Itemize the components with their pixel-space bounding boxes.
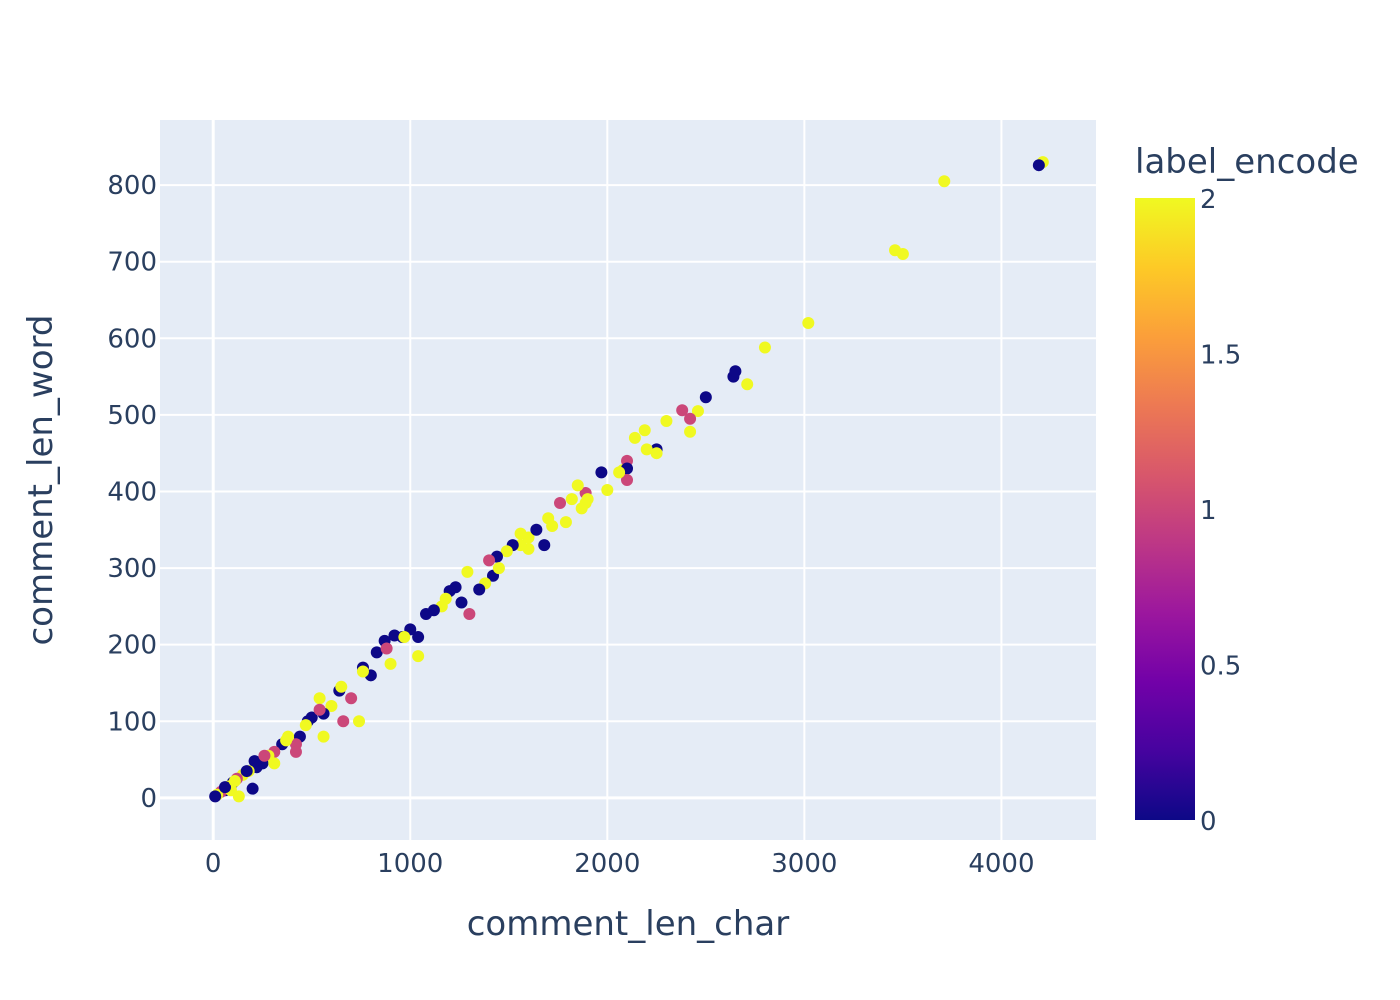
data-point	[325, 699, 338, 712]
data-point	[571, 479, 584, 492]
data-point	[684, 425, 697, 438]
data-point	[248, 755, 261, 768]
data-point	[741, 378, 754, 391]
x-tick-labels: 0 1000 2000 3000 4000	[205, 849, 1035, 879]
y-tick-label: 100	[107, 707, 157, 737]
x-tick-label: 0	[205, 849, 222, 879]
data-point	[601, 483, 614, 496]
x-tick-label: 3000	[771, 849, 837, 879]
data-point	[638, 424, 651, 437]
colorbar-tick-label: 0.5	[1200, 652, 1241, 682]
data-point	[289, 745, 302, 758]
data-point	[575, 502, 588, 515]
colorbar-tick-label: 0	[1200, 807, 1217, 837]
data-point	[463, 608, 476, 621]
data-point	[384, 657, 397, 670]
y-tick-label: 600	[107, 324, 157, 354]
data-point	[699, 391, 712, 404]
data-point	[483, 554, 496, 567]
data-point	[219, 781, 232, 794]
data-point	[613, 466, 626, 479]
data-point	[758, 341, 771, 354]
data-point	[492, 562, 505, 575]
data-point	[684, 412, 697, 425]
data-point	[676, 404, 689, 417]
data-point	[420, 608, 433, 621]
colorbar	[1135, 198, 1195, 820]
data-point	[209, 790, 222, 803]
y-tick-label: 800	[107, 171, 157, 201]
data-point	[640, 443, 653, 456]
data-point	[353, 715, 366, 728]
data-point	[280, 734, 293, 747]
data-point	[412, 631, 425, 644]
y-gridlines	[160, 184, 1096, 800]
data-point	[388, 629, 401, 642]
data-point	[896, 248, 909, 261]
data-point	[473, 583, 486, 596]
data-point	[317, 730, 330, 743]
data-point	[439, 592, 452, 605]
data-point	[691, 405, 704, 418]
data-point	[240, 765, 253, 778]
data-point	[554, 496, 567, 509]
data-point	[345, 692, 358, 705]
data-point	[500, 545, 513, 558]
data-point	[802, 316, 815, 329]
y-tick-label: 500	[107, 401, 157, 431]
y-tick-label: 200	[107, 631, 157, 661]
data-point	[581, 493, 594, 506]
data-point	[228, 775, 241, 788]
x-axis-title: comment_len_char	[467, 904, 790, 944]
y-tick-label: 400	[107, 477, 157, 507]
data-point	[313, 703, 326, 716]
colorbar-tick-labels: 0 0.5 1 1.5 2	[1200, 185, 1241, 837]
data-point	[621, 474, 634, 486]
colorbar-tick-label: 2	[1200, 185, 1217, 215]
data-point	[729, 365, 742, 378]
data-point	[412, 650, 425, 663]
y-axis-title: comment_len_word	[21, 314, 61, 645]
data-point	[455, 596, 468, 609]
colorbar-tick-label: 1.5	[1200, 341, 1241, 371]
data-point	[1032, 159, 1045, 172]
colorbar-title: label_encode	[1135, 142, 1359, 182]
data-point	[559, 516, 572, 529]
x-tick-label: 2000	[574, 849, 640, 879]
data-point	[565, 493, 578, 506]
x-tick-label: 1000	[377, 849, 443, 879]
data-point	[246, 782, 259, 795]
data-point	[299, 719, 312, 732]
y-tick-label: 700	[107, 248, 157, 278]
data-point	[938, 175, 951, 188]
data-point	[660, 415, 673, 428]
data-point	[538, 539, 551, 552]
data-point	[650, 447, 663, 460]
data-point	[595, 466, 608, 479]
data-point	[546, 519, 559, 532]
data-point	[628, 431, 641, 444]
data-point	[258, 749, 271, 762]
colorbar-tick-label: 1	[1200, 496, 1217, 526]
data-point	[335, 680, 348, 693]
x-gridlines	[211, 120, 1003, 840]
data-point	[356, 665, 369, 678]
y-tick-label: 0	[140, 784, 157, 814]
y-tick-labels: 0 100 200 300 400 500 600 700 800	[107, 171, 157, 814]
data-point	[370, 646, 383, 659]
data-points	[209, 156, 1049, 803]
y-tick-label: 300	[107, 554, 157, 584]
data-point	[530, 523, 543, 536]
data-point	[380, 642, 393, 655]
data-point	[398, 631, 411, 644]
data-point	[337, 715, 350, 728]
data-point	[313, 692, 326, 705]
data-point	[268, 757, 281, 770]
x-tick-label: 4000	[968, 849, 1034, 879]
data-point	[514, 527, 527, 540]
data-point	[461, 565, 474, 578]
